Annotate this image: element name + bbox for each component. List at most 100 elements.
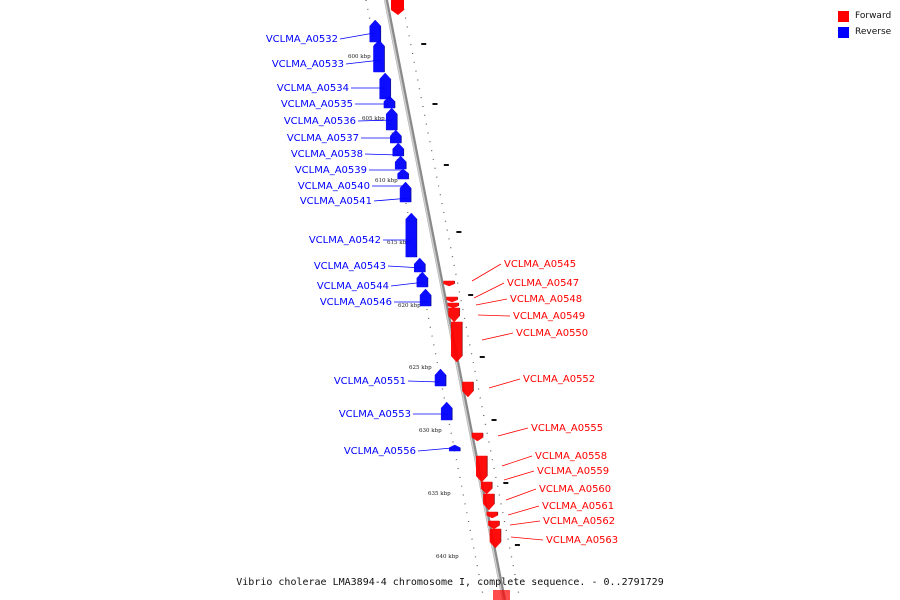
gene-label-vclma-a0538: VCLMA_A0538 <box>291 149 363 160</box>
gene-arrow-partial-bottom <box>493 590 510 600</box>
gene-label-vclma-a0560: VCLMA_A0560 <box>539 484 611 495</box>
gene-arrow-vclma-a0561 <box>486 511 498 519</box>
gene-arrow-partial-top <box>391 0 404 15</box>
gene-arrow-vclma-a0544 <box>416 271 429 288</box>
gene-arrow-vclma-a0562 <box>488 520 500 530</box>
gene-leader-vclma-a0555 <box>497 427 529 437</box>
gene-leader-vclma-a0556 <box>417 447 453 452</box>
gene-leader-vclma-a0541 <box>373 197 411 202</box>
gene-leader-vclma-a0544 <box>390 281 426 287</box>
gene-arrow-vclma-a0543 <box>413 257 426 273</box>
gene-label-vclma-a0558: VCLMA_A0558 <box>535 451 607 462</box>
gene-label-vclma-a0547: VCLMA_A0547 <box>507 278 579 289</box>
gene-label-vclma-a0551: VCLMA_A0551 <box>334 376 406 387</box>
gene-arrow-vclma-a0537 <box>390 129 402 144</box>
gene-label-vclma-a0546: VCLMA_A0546 <box>320 297 392 308</box>
gene-arrow-vclma-a0540 <box>397 168 409 180</box>
gene-leader-vclma-a0543 <box>387 265 424 269</box>
kbp-tick-label: 620 kbp <box>398 303 421 309</box>
sequence-caption: Vibrio cholerae LMA3894-4 chromosome I, … <box>236 577 664 588</box>
gene-label-vclma-a0561: VCLMA_A0561 <box>542 501 614 512</box>
gene-leader-vclma-a0545 <box>471 263 502 282</box>
gene-leader-vclma-a0559 <box>503 470 535 481</box>
gene-arrow-vclma-a0556 <box>448 444 461 452</box>
reverse-swatch <box>838 26 849 38</box>
kbp-tick-label: 635 kbp <box>428 491 451 497</box>
gene-arrow-vclma-a0533 <box>373 39 385 73</box>
gene-leader-vclma-a0533 <box>345 59 382 65</box>
gene-arrow-vclma-a0549 <box>448 307 460 323</box>
gene-leader-vclma-a0560 <box>505 488 537 501</box>
gene-leader-vclma-a0558 <box>501 455 533 467</box>
gene-label-vclma-a0533: VCLMA_A0533 <box>272 59 344 70</box>
gene-label-vclma-a0537: VCLMA_A0537 <box>287 133 359 144</box>
gene-label-vclma-a0562: VCLMA_A0562 <box>543 516 615 527</box>
gene-arrow-vclma-a0541 <box>399 181 412 203</box>
gene-label-vclma-a0540: VCLMA_A0540 <box>298 181 370 192</box>
gene-arrow-vclma-a0538 <box>392 142 404 157</box>
kbp-tick-label: 610 kbp <box>375 178 398 184</box>
gene-label-vclma-a0545: VCLMA_A0545 <box>504 259 576 270</box>
legend: Forward Reverse <box>838 8 891 40</box>
kbp-tick-label: 625 kbp <box>409 365 432 371</box>
gene-arrow-vclma-a0563 <box>489 528 502 549</box>
gene-arrow-vclma-a0546 <box>419 288 432 307</box>
kbp-tick-label: 630 kbp <box>419 428 442 434</box>
forward-label: Forward <box>855 11 892 21</box>
gene-arrow-vclma-a0553 <box>440 401 453 421</box>
gene-label-vclma-a0536: VCLMA_A0536 <box>284 116 356 127</box>
backbone-shadow <box>384 0 506 600</box>
gene-arrow-vclma-a0548 <box>447 302 459 309</box>
gene-label-vclma-a0556: VCLMA_A0556 <box>344 446 416 457</box>
gene-arrow-vclma-a0542 <box>405 212 418 258</box>
gene-leader-vclma-a0550 <box>481 332 514 341</box>
reverse-label: Reverse <box>855 27 892 37</box>
gene-leader-vclma-a0549 <box>477 314 511 317</box>
gene-leader-vclma-a0561 <box>507 505 540 516</box>
gene-leader-vclma-a0563 <box>510 536 544 541</box>
gene-label-vclma-a0552: VCLMA_A0552 <box>523 374 595 385</box>
gene-arrow-vclma-a0535 <box>383 95 396 109</box>
gene-arrow-vclma-a0532 <box>369 19 381 43</box>
gene-leader-vclma-a0552 <box>488 378 521 389</box>
gene-label-vclma-a0559: VCLMA_A0559 <box>537 466 609 477</box>
gene-leader-vclma-a0551 <box>407 380 441 383</box>
gene-label-vclma-a0532: VCLMA_A0532 <box>266 34 338 45</box>
forward-swatch <box>838 10 849 22</box>
gene-arrow-vclma-a0560 <box>483 493 495 511</box>
gene-label-vclma-a0544: VCLMA_A0544 <box>317 281 389 292</box>
gene-arrow-vclma-a0547 <box>446 296 458 303</box>
kbp-tick-label: 615 kbp <box>387 240 410 246</box>
gene-label-vclma-a0549: VCLMA_A0549 <box>513 311 585 322</box>
gene-arrow-vclma-a0539 <box>394 155 407 170</box>
kbp-tick-label: 600 kbp <box>348 54 371 60</box>
gene-label-vclma-a0563: VCLMA_A0563 <box>546 535 618 546</box>
gene-label-vclma-a0539: VCLMA_A0539 <box>295 165 367 176</box>
backbone-highlight <box>384 0 504 600</box>
gene-label-vclma-a0548: VCLMA_A0548 <box>510 294 582 305</box>
gene-label-vclma-a0534: VCLMA_A0534 <box>277 83 349 94</box>
gene-arrow-vclma-a0555 <box>471 432 484 442</box>
gene-arrow-vclma-a0552 <box>462 381 474 398</box>
gene-arrow-vclma-a0550 <box>450 321 463 363</box>
gene-arrow-vclma-a0545 <box>443 280 455 287</box>
gene-leader-vclma-a0538 <box>364 153 400 156</box>
gene-leader-vclma-a0562 <box>509 520 541 526</box>
gene-label-vclma-a0542: VCLMA_A0542 <box>309 235 381 246</box>
legend-reverse: Reverse <box>838 24 891 40</box>
gene-label-vclma-a0553: VCLMA_A0553 <box>339 409 411 420</box>
gene-label-vclma-a0541: VCLMA_A0541 <box>300 196 372 207</box>
kbp-tick-label: 640 kbp <box>436 554 459 560</box>
gene-arrow-vclma-a0551 <box>434 368 447 387</box>
legend-forward: Forward <box>838 8 891 24</box>
kbp-tick-label: 605 kbp <box>362 116 385 122</box>
gene-leader-vclma-a0548 <box>475 298 508 306</box>
gene-leader-vclma-a0532 <box>339 32 375 40</box>
gene-leader-vclma-a0536 <box>357 119 394 122</box>
gene-leader-vclma-a0547 <box>473 282 505 299</box>
gene-arrow-vclma-a0558 <box>476 455 488 483</box>
gene-arrow-vclma-a0559 <box>480 481 493 495</box>
gene-arrow-vclma-a0536 <box>385 107 398 131</box>
gene-label-vclma-a0543: VCLMA_A0543 <box>314 261 386 272</box>
